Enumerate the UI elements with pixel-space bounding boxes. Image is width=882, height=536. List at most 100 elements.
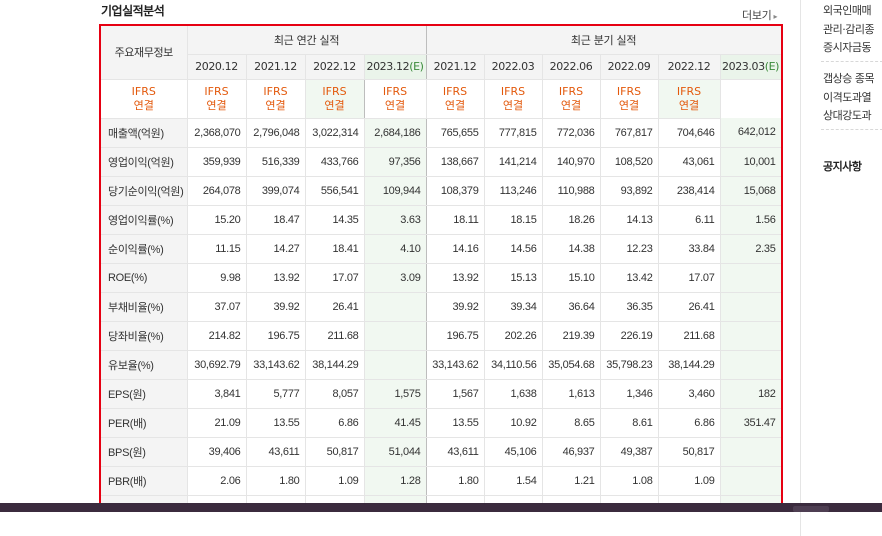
value-cell	[364, 321, 427, 351]
value-cell: 1.80	[426, 466, 485, 496]
period-header: 2020.12	[187, 54, 247, 80]
row-label: 매출액(억원)	[101, 118, 188, 148]
period-label: 2022.09	[607, 60, 651, 73]
value-cell: 41.45	[364, 408, 427, 438]
period-label: 2022.06	[549, 60, 593, 73]
period-label: 2022.12	[313, 60, 356, 73]
row-label: 영업이익률(%)	[101, 204, 188, 235]
value-cell: 1.54	[484, 466, 543, 496]
row-label: BPS(원)	[101, 437, 188, 467]
table-row: 부채비율(%) 37.07 39.92 26.41 39.92 39.34 36.64 36.…	[101, 291, 781, 322]
period-header: 2021.12	[426, 54, 485, 80]
value-cell: 10,001	[720, 147, 781, 177]
value-cell	[720, 466, 781, 496]
value-cell: 34,110.56	[484, 350, 543, 380]
value-cell: 3,022,314	[305, 118, 365, 148]
row-label: 당기순이익(억원)	[101, 176, 188, 206]
value-cell: 17.07	[658, 263, 721, 293]
value-cell: 1,613	[542, 378, 601, 409]
consolidated-label: 연결	[502, 98, 524, 112]
value-cell: 18.47	[246, 204, 306, 235]
value-cell: 3,460	[658, 378, 721, 409]
value-cell: 182	[720, 378, 781, 409]
value-cell: 43,061	[658, 147, 721, 177]
value-cell: 765,655	[426, 118, 485, 148]
table-row: 영업이익(억원) 359,939 516,339 433,766 97,356 138,6…	[101, 147, 781, 177]
value-cell: 1.80	[246, 466, 306, 496]
sidebar-link-4[interactable]: 갭상승 종목	[823, 72, 875, 85]
value-cell: 36.64	[542, 291, 601, 322]
ifrs-cell: IFRS 연결	[658, 79, 721, 119]
value-cell: 33,143.62	[426, 350, 485, 380]
bottom-chip	[793, 506, 829, 512]
annual-header: 최근 연간 실적	[187, 26, 427, 55]
value-cell: 196.75	[246, 321, 306, 351]
more-link[interactable]: 더보기 ▸	[742, 7, 777, 23]
ifrs-cell: IFRS 연결	[542, 79, 601, 119]
value-cell: 15.13	[484, 263, 543, 293]
value-cell: 38,144.29	[658, 350, 721, 380]
value-cell: 13.42	[600, 263, 659, 293]
value-cell	[364, 291, 427, 322]
sidebar-link-6[interactable]: 상대강도과	[823, 109, 872, 122]
value-cell: 2,684,186	[364, 118, 427, 148]
notice-title[interactable]: 공지사항	[823, 160, 862, 173]
ifrs-label: IFRS	[263, 84, 288, 98]
period-label: 2023.12	[366, 60, 410, 73]
ifrs-label: IFRS	[616, 84, 642, 98]
ifrs-cell: IFRS 연결	[484, 79, 543, 119]
value-cell: 15.10	[542, 263, 601, 293]
period-label: 2021.12	[254, 60, 297, 73]
value-cell	[364, 350, 427, 380]
value-cell: 8,057	[305, 378, 365, 409]
value-cell: 14.27	[246, 234, 306, 264]
value-cell: 772,036	[542, 118, 601, 148]
value-cell: 93,892	[600, 176, 659, 206]
value-cell: 14.56	[484, 234, 543, 264]
value-cell: 12.23	[600, 234, 659, 264]
ifrs-label: IFRS	[382, 84, 408, 98]
value-cell: 113,246	[484, 176, 543, 206]
value-cell: 14.35	[305, 204, 365, 235]
sidebar-divider	[821, 61, 882, 62]
period-header: 2023.12(E)	[364, 54, 427, 80]
value-cell: 219.39	[542, 321, 601, 351]
value-cell: 39,406	[187, 437, 247, 467]
value-cell: 3.63	[364, 204, 427, 235]
table-row: 유보율(%) 30,692.79 33,143.62 38,144.29 33,143.…	[101, 350, 781, 380]
consolidated-label: 연결	[560, 98, 582, 112]
value-cell: 140,970	[542, 147, 601, 177]
value-cell: 11.15	[187, 234, 247, 264]
value-cell: 13.92	[426, 263, 485, 293]
value-cell: 35,054.68	[542, 350, 601, 380]
sidebar-divider	[821, 129, 882, 130]
sidebar-link-1[interactable]: 외국인매매	[823, 4, 872, 17]
ifrs-row: IFRS 연결 IFRS 연결 IFRS 연결 IFRS 연결 IFRS 연결 IFRS 연결 IFRS…	[101, 79, 781, 119]
row-label: EPS(원)	[101, 378, 188, 409]
more-label[interactable]: 더보기	[742, 9, 772, 22]
table-row: ROE(%) 9.98 13.92 17.07 3.09 13.92 15.13 15.10 1…	[101, 263, 781, 293]
value-cell: 704,646	[658, 118, 721, 148]
value-cell: 15.20	[187, 204, 247, 235]
sidebar-link-2[interactable]: 관리·감리종	[823, 23, 875, 36]
consolidated-label: 연결	[444, 98, 466, 112]
consolidated-label: 연결	[678, 98, 700, 112]
section-title: 기업실적분석	[101, 4, 165, 18]
value-cell: 18.15	[484, 204, 543, 235]
table-row: 영업이익률(%) 15.20 18.47 14.35 3.63 18.11 18.15 18.…	[101, 204, 781, 235]
table-row: 순이익률(%) 11.15 14.27 18.41 4.10 14.16 14.56 14.3…	[101, 234, 781, 264]
value-cell	[720, 350, 781, 380]
sidebar-link-3[interactable]: 증시자금동	[823, 41, 872, 54]
value-cell: 211.68	[658, 321, 721, 351]
financial-table: 주요재무정보 최근 연간 실적 최근 분기 실적 2020.12 2021.12 2…	[101, 26, 781, 509]
table-row: PER(배) 21.09 13.55 6.86 41.45 13.55 10.92 8.65 8…	[101, 408, 781, 438]
value-cell: 516,339	[246, 147, 306, 177]
value-cell: 214.82	[187, 321, 247, 351]
value-cell: 14.16	[426, 234, 485, 264]
sidebar-link-5[interactable]: 이격도과열	[823, 91, 872, 104]
value-cell: 1.08	[600, 466, 659, 496]
row-label: PER(배)	[101, 408, 188, 438]
period-label: 2022.12	[667, 60, 711, 73]
bottom-bar	[0, 503, 882, 512]
value-cell: 38,144.29	[305, 350, 365, 380]
